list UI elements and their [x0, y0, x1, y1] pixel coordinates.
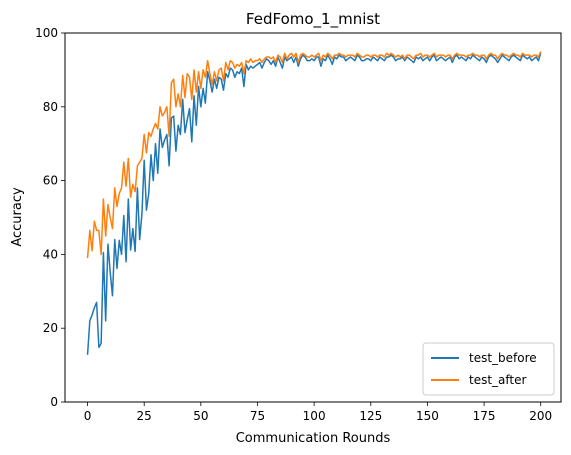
- x-axis: 0 25 50 75 100 125 150 175 200: [84, 402, 552, 423]
- x-tick-label: 25: [137, 409, 152, 423]
- x-tick-label: 50: [193, 409, 208, 423]
- series-line-test-after: [86, 51, 542, 259]
- y-axis: 0 20 40 60 80 100: [35, 26, 65, 409]
- y-tick-label: 20: [43, 321, 58, 335]
- legend-label-test-after: test_after: [469, 373, 527, 387]
- y-tick-label: 40: [43, 247, 58, 261]
- y-axis-label: Accuracy: [10, 187, 25, 247]
- plot-area: [86, 51, 542, 355]
- y-tick-label: 0: [50, 395, 58, 409]
- x-axis-label: Communication Rounds: [236, 431, 391, 446]
- series-line-test-before: [86, 53, 542, 355]
- axes-frame: [64, 32, 562, 403]
- legend-box: [422, 342, 555, 396]
- legend-label-test-before: test_before: [469, 351, 537, 365]
- x-tick-label: 175: [473, 409, 496, 423]
- y-tick-label: 100: [35, 26, 58, 40]
- x-tick-label: 100: [303, 409, 326, 423]
- chart-title: FedFomo_1_mnist: [246, 10, 380, 29]
- legend: test_before test_after: [422, 342, 555, 396]
- y-tick-label: 80: [43, 100, 58, 114]
- y-tick-label: 60: [43, 174, 58, 188]
- x-tick-label: 150: [416, 409, 439, 423]
- x-tick-label: 75: [250, 409, 265, 423]
- x-tick-label: 125: [359, 409, 382, 423]
- x-tick-label: 0: [84, 409, 92, 423]
- x-tick-label: 200: [529, 409, 552, 423]
